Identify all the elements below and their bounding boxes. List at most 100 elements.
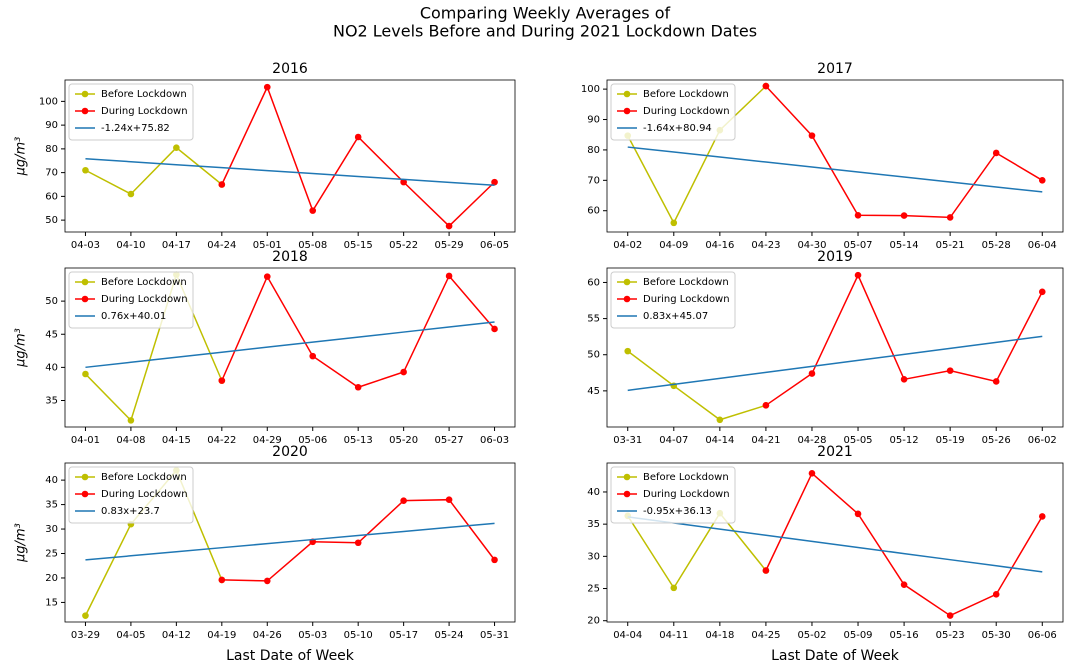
series-line [765,472,1043,617]
data-point [946,214,954,221]
x-tick-label: 05-14 [890,240,919,251]
x-tick-label: 04-14 [705,435,734,446]
x-tick-label: 03-29 [71,630,100,641]
y-tick-label: 20 [45,573,58,584]
data-point [218,181,226,188]
x-tick-label: 05-02 [797,630,826,641]
series-line [627,516,1043,573]
x-tick-label: 04-17 [162,240,191,251]
x-tick-label: 04-22 [207,435,236,446]
data-point [900,376,908,383]
x-tick-label: 04-12 [162,630,191,641]
y-tick-label: 30 [45,524,58,535]
legend-box [68,466,194,524]
x-tick-label: 05-22 [389,240,418,251]
x-tick-label: 05-08 [298,240,327,251]
legend-label: Before Lockdown [101,89,187,100]
legend-label: During Lockdown [643,489,730,500]
series-line [85,158,495,187]
x-tick-label: 04-09 [659,240,688,251]
x-tick-label: 04-02 [613,240,642,251]
x-tick-label: 05-06 [298,435,327,446]
data-point [400,368,407,376]
data-point [127,417,135,424]
x-tick-label: 06-02 [1028,435,1057,446]
x-tick-label: 06-03 [480,435,509,446]
data-point [670,219,678,227]
y-tick-label: 60 [587,277,600,288]
x-tick-label: 03-31 [613,435,642,446]
series-line [627,350,767,421]
legend-label: Before Lockdown [643,89,729,100]
figure-title: NO2 Levels Before and During 2021 Lockdo… [333,22,757,41]
legend-marker [623,90,631,98]
panel-title: 2018 [272,249,308,265]
data-point [127,190,135,198]
series-line [765,273,1043,406]
data-point [992,378,1000,385]
x-tick-label: 04-24 [207,240,236,251]
panel-title: 2021 [817,444,853,460]
data-point [900,212,908,219]
legend-label: During Lockdown [643,106,730,117]
x-tick-label: 04-05 [116,630,145,641]
legend-marker [81,90,89,98]
series-line [221,274,496,389]
legend-marker [623,295,631,303]
legend-label: Before Lockdown [643,277,729,288]
data-point [1038,513,1046,520]
series-line [84,272,223,422]
data-point [354,383,362,391]
legend-label: Before Lockdown [643,472,729,483]
legend-box [68,83,194,141]
legend-marker [81,278,89,286]
data-point [716,416,724,424]
x-tick-label: 04-11 [659,630,688,641]
x-axis-label: Last Date of Week [771,648,900,664]
data-point [491,556,498,564]
data-point [354,539,362,547]
y-tick-label: 50 [45,296,58,307]
panel-title: 2020 [272,444,308,460]
series-line [85,522,495,561]
x-tick-label: 04-08 [116,435,145,446]
legend-marker [623,107,631,115]
data-point [854,271,862,279]
x-tick-label: 06-06 [1028,630,1057,641]
x-tick-label: 05-28 [982,240,1011,251]
legend-marker [81,473,89,481]
y-tick-label: 50 [45,215,58,226]
figure-title: Comparing Weekly Averages of [420,4,671,23]
y-tick-label: 20 [587,616,600,627]
x-tick-label: 04-03 [71,240,100,251]
plot-frame [606,79,1064,233]
panel-title: 2019 [817,249,853,265]
legend-marker [81,107,89,115]
legend-label: -1.64x+80.94 [643,123,712,134]
legend-marker [81,295,89,303]
data-point [445,222,453,230]
x-tick-label: 05-27 [435,435,464,446]
data-point [900,581,908,588]
x-tick-label: 05-01 [253,240,282,251]
y-tick-label: 40 [45,475,58,486]
legend-label: -0.95x+36.13 [643,506,712,517]
data-point [946,612,954,619]
series-line [765,85,1043,219]
series-line [627,335,1043,392]
x-tick-label: 04-19 [207,630,236,641]
x-tick-label: 05-03 [298,630,327,641]
data-point [218,377,226,384]
data-point [808,469,816,477]
y-tick-label: 35 [587,519,600,530]
x-tick-label: 05-29 [435,240,464,251]
x-tick-label: 04-01 [71,435,100,446]
y-tick-label: 40 [45,362,58,373]
x-tick-label: 05-17 [389,630,418,641]
y-tick-label: 70 [587,175,600,186]
series-line [627,146,1043,193]
legend-box [610,271,736,329]
y-tick-label: 100 [39,96,58,107]
x-tick-label: 05-05 [843,435,872,446]
